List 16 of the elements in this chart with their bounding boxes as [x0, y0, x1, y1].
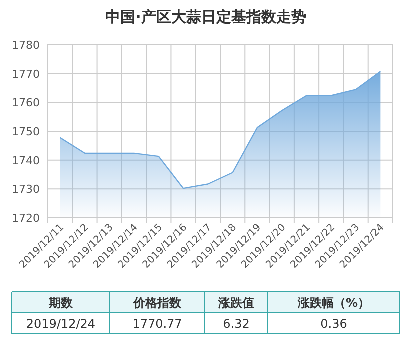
text: 6.32 [223, 317, 250, 331]
text: 价格指数 [132, 296, 182, 310]
text: 2019/12/24 [26, 317, 96, 331]
text: 1770.77 [132, 317, 182, 331]
text: 0.36 [320, 317, 348, 331]
y-tick-label: 1740 [12, 154, 40, 168]
y-tick-label: 1760 [12, 96, 40, 110]
y-tick-label: 1720 [12, 212, 40, 225]
y-tick-label: 1770 [12, 68, 40, 81]
y-tick-label: 1750 [12, 126, 40, 138]
text: 涨跌值 [218, 296, 254, 310]
text: 涨跌幅（%） [296, 296, 370, 310]
y-tick-label: 1730 [12, 183, 40, 196]
y-tick-label: 1780 [12, 39, 40, 52]
chart-title: 中国·产区大蒜日定基指数走势 [106, 8, 306, 26]
text: 期数 [48, 296, 74, 310]
